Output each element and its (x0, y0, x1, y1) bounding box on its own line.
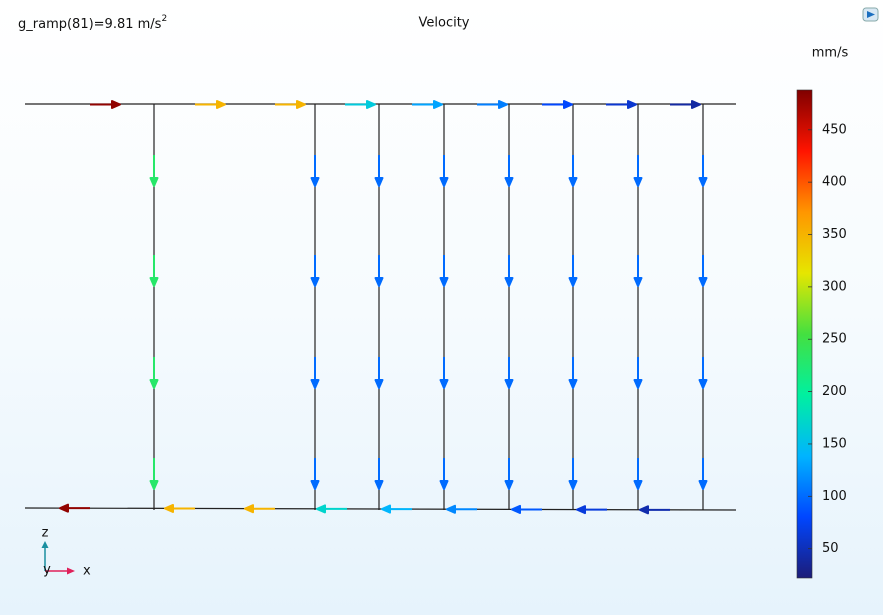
velocity-arrow (542, 100, 573, 109)
velocity-arrow (244, 504, 275, 514)
colorbar-tick-label: 400 (822, 175, 847, 190)
velocity-arrow (633, 255, 643, 287)
velocity-arrow (568, 155, 578, 187)
velocity-arrow (568, 255, 578, 287)
velocity-arrow (412, 100, 443, 109)
velocity-arrow (568, 357, 578, 389)
velocity-arrow (149, 357, 159, 389)
velocity-arrow (195, 100, 226, 109)
velocity-arrow (149, 155, 159, 187)
z-axis-label: z (42, 526, 49, 541)
velocity-arrow (59, 503, 90, 513)
velocity-arrow (633, 357, 643, 389)
icon-glyph (867, 11, 875, 18)
velocity-arrow (670, 100, 701, 109)
velocity-arrow (698, 458, 708, 490)
velocity-arrow (149, 458, 159, 490)
velocity-arrow (164, 503, 195, 513)
velocity-arrow (633, 458, 643, 490)
colorbar-tick-label: 100 (822, 489, 847, 504)
velocity-arrow (310, 458, 320, 490)
colorbar (796, 89, 813, 579)
bottom-pipe (24, 507, 737, 511)
velocity-arrow (477, 100, 508, 109)
velocity-arrow (698, 357, 708, 389)
annotation-text: g_ramp(81)=9.81 m/s (18, 17, 162, 32)
annotation: g_ramp(81)=9.81 m/s2 (18, 14, 167, 32)
velocity-arrow (698, 255, 708, 287)
colorbar-tick-label: 300 (822, 279, 847, 294)
velocity-arrow (374, 357, 384, 389)
colorbar-tick-label: 200 (822, 384, 847, 399)
velocity-arrow (345, 100, 376, 109)
velocity-arrow (639, 505, 670, 515)
z-axis-head (41, 541, 49, 548)
velocity-arrow (149, 255, 159, 287)
velocity-arrow (504, 255, 514, 287)
velocity-arrow (576, 505, 607, 515)
velocity-arrow (439, 458, 449, 490)
colorbar-tick-label: 450 (822, 122, 847, 137)
velocity-arrow (446, 504, 477, 514)
velocity-arrow (381, 504, 412, 514)
chart-title: Velocity (419, 16, 470, 31)
annotation-exponent: 2 (161, 14, 167, 24)
velocity-arrow (275, 100, 306, 109)
colorbar-tick-label: 150 (822, 436, 847, 451)
pipe-network (24, 103, 737, 511)
velocity-arrow (310, 357, 320, 389)
velocity-arrow (374, 458, 384, 490)
velocity-arrow (439, 357, 449, 389)
velocity-arrow (504, 357, 514, 389)
velocity-arrow (504, 458, 514, 490)
x-axis-head (67, 567, 75, 575)
velocity-arrow (606, 100, 637, 109)
colorbar-tick-label: 50 (822, 541, 839, 556)
velocity-arrow (439, 155, 449, 187)
velocity-arrow (90, 100, 121, 109)
colorbar-label: mm/s (812, 46, 849, 61)
velocity-arrow (374, 255, 384, 287)
colorbar-tick-label: 350 (822, 227, 847, 242)
axis-triad: z y x (41, 526, 91, 579)
velocity-arrow (504, 155, 514, 187)
velocity-arrow (310, 155, 320, 187)
app-icon (862, 7, 879, 22)
velocity-arrow (511, 504, 542, 514)
y-axis-label: y (43, 563, 51, 578)
velocity-arrow (698, 155, 708, 187)
x-axis-label: x (83, 564, 91, 579)
velocity-arrow (568, 458, 578, 490)
velocity-arrow (439, 255, 449, 287)
velocity-arrow (316, 504, 347, 514)
colorbar-tick-label: 250 (822, 332, 847, 347)
velocity-arrow (374, 155, 384, 187)
velocity-arrow (310, 255, 320, 287)
velocity-arrow (633, 155, 643, 187)
